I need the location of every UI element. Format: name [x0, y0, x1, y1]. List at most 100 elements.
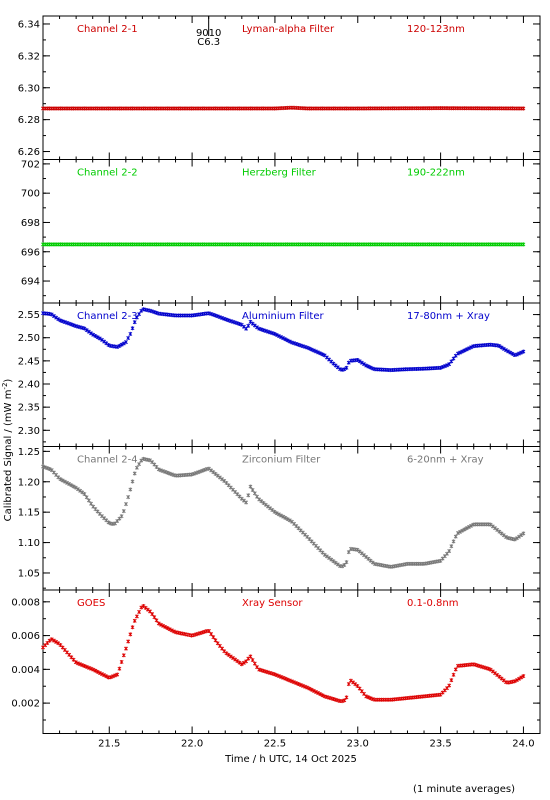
data-point	[246, 493, 251, 498]
data-point	[58, 318, 63, 323]
data-point	[93, 668, 98, 673]
data-point	[342, 562, 347, 567]
data-point	[69, 322, 74, 327]
data-point	[117, 666, 122, 671]
data-point	[71, 484, 76, 489]
y-tick-label: 696	[21, 247, 40, 258]
data-point	[217, 315, 222, 320]
data-point	[447, 549, 452, 554]
data-point	[84, 664, 89, 669]
channel-label: Channel 2-2	[77, 168, 138, 179]
data-point	[449, 544, 454, 549]
data-point	[294, 681, 299, 686]
data-point	[497, 674, 502, 679]
data-point	[65, 480, 69, 485]
data-point	[259, 327, 264, 332]
data-point	[156, 621, 161, 626]
data-point	[126, 639, 131, 644]
data-point	[215, 473, 220, 478]
data-point	[169, 628, 174, 633]
data-point	[47, 466, 52, 471]
data-point	[60, 319, 65, 324]
data-point	[303, 684, 307, 689]
data-point	[128, 632, 133, 637]
data-point	[268, 330, 273, 335]
data-point	[54, 639, 59, 644]
data-point	[314, 689, 318, 694]
data-point	[134, 315, 139, 320]
data-point	[462, 348, 467, 353]
data-point	[213, 471, 218, 476]
data-point	[165, 626, 170, 631]
data-point	[257, 326, 262, 331]
data-point	[272, 509, 277, 514]
data-point	[228, 319, 233, 324]
data-point	[276, 512, 281, 517]
data-point	[67, 482, 72, 487]
filter-label: Lyman-alpha Filter	[242, 24, 335, 35]
data-point	[130, 326, 135, 331]
data-point	[501, 533, 506, 538]
data-point	[257, 497, 262, 502]
y-tick-label: 1.15	[18, 508, 40, 519]
data-point	[132, 618, 137, 623]
data-point	[139, 605, 144, 610]
data-point	[104, 341, 109, 346]
y-tick-label: 1.05	[18, 568, 40, 579]
panel-2: 2.30 2.35 2.40 2.45 2.50 2.55 Channel 2-3 Alumi…	[18, 302, 541, 447]
data-point	[364, 363, 369, 368]
data-point	[370, 366, 375, 371]
band-label: 17-80nm + Xray	[407, 311, 490, 322]
footnote: (1 minute averages)	[413, 784, 515, 795]
data-point	[290, 679, 294, 684]
data-point	[266, 329, 270, 334]
data-point	[287, 339, 292, 344]
data-point	[342, 367, 347, 372]
data-point	[497, 344, 502, 349]
channel-label: Channel 2-4	[77, 455, 138, 466]
data-point	[154, 310, 159, 315]
data-point	[207, 311, 211, 316]
data-point	[211, 312, 216, 317]
data-point	[198, 469, 203, 474]
x-axis-label: Time / h UTC, 14 Oct 2025	[224, 754, 357, 765]
data-point	[486, 666, 491, 671]
data-point	[283, 676, 288, 681]
data-point	[279, 513, 283, 518]
data-point	[368, 365, 373, 370]
data-point	[490, 669, 495, 674]
data-point	[462, 527, 467, 532]
data-point	[512, 679, 517, 684]
flare-annotation: 9010	[196, 28, 221, 39]
data-point	[364, 694, 369, 699]
data-point	[357, 359, 362, 364]
data-point	[456, 531, 460, 536]
data-point	[106, 342, 111, 347]
data-point	[124, 646, 128, 651]
data-point	[305, 345, 310, 350]
data-point	[300, 683, 305, 688]
data-point	[285, 677, 290, 682]
x-tick-label: 23.0	[347, 739, 369, 750]
data-point	[510, 351, 515, 356]
data-point	[62, 479, 67, 484]
data-point	[207, 628, 211, 633]
data-point	[233, 320, 238, 325]
data-point	[300, 344, 305, 349]
data-point	[512, 537, 517, 542]
data-point	[222, 316, 227, 321]
data-point	[67, 321, 72, 326]
channel-label: Channel 2-1	[77, 24, 138, 35]
data-point	[453, 534, 458, 539]
data-point	[86, 665, 91, 670]
data-point	[506, 349, 511, 354]
data-point	[132, 471, 137, 476]
panel-1: 694 696 698 700 702 Channel 2-2 Herzberg Filte…	[21, 159, 541, 304]
data-point	[91, 667, 96, 672]
data-point	[156, 467, 161, 472]
data-point	[56, 317, 61, 322]
data-point	[514, 678, 519, 683]
data-point	[495, 527, 500, 532]
data-point	[248, 654, 253, 659]
